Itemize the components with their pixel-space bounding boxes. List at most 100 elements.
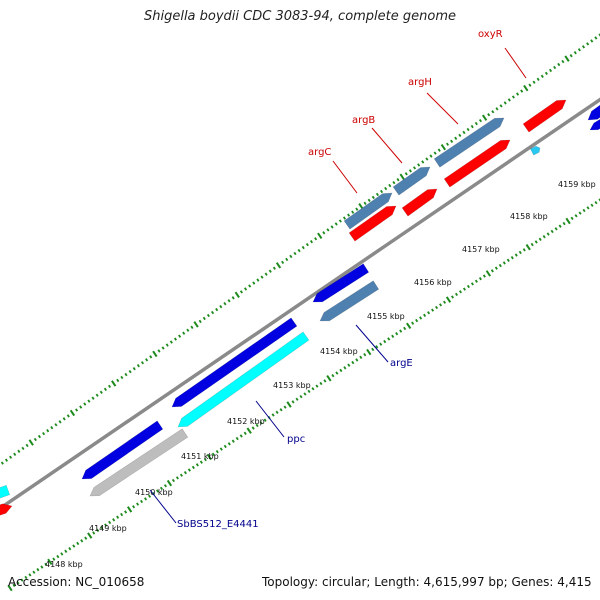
- tick-mark: [412, 166, 417, 170]
- tick-mark: [383, 339, 387, 344]
- tick-mark: [435, 305, 439, 310]
- tick-mark: [538, 237, 542, 241]
- feature-arrow-forward-cds: [443, 139, 511, 188]
- tick-mark: [215, 307, 219, 312]
- tick-mark: [183, 470, 187, 475]
- tick-mark: [152, 350, 158, 358]
- tick-mark: [44, 562, 48, 567]
- tick-mark: [182, 331, 186, 335]
- tick-mark: [525, 243, 531, 251]
- tick-mark: [334, 222, 338, 226]
- tick-mark: [406, 322, 412, 330]
- tick-mark: [140, 499, 144, 504]
- tick-mark: [91, 396, 95, 400]
- tick-mark: [193, 321, 199, 328]
- tick-mark: [99, 390, 103, 394]
- feature-arrow-forward-gene: [433, 117, 505, 168]
- gene-label-leader: [332, 160, 358, 194]
- gene-label-argh[interactable]: argH: [408, 77, 432, 88]
- tick-mark: [437, 148, 441, 152]
- gene-label-leader: [504, 47, 527, 79]
- tick-mark: [190, 325, 194, 329]
- tick-mark: [554, 227, 558, 231]
- tick-mark: [95, 393, 99, 397]
- gene-label-leader: [371, 127, 403, 164]
- scale-label: 4150 kbp: [135, 488, 173, 497]
- tick-mark: [421, 160, 425, 164]
- tick-mark: [231, 296, 235, 300]
- tick-mark: [169, 340, 173, 344]
- tick-mark: [199, 460, 203, 464]
- tick-mark: [297, 248, 301, 253]
- tick-mark: [126, 506, 133, 513]
- tick-mark: [211, 452, 215, 456]
- tick-mark: [454, 292, 459, 297]
- tick-mark: [363, 201, 367, 205]
- tick-mark: [371, 195, 375, 200]
- tick-mark: [215, 450, 219, 454]
- tick-mark: [291, 400, 295, 404]
- tick-mark: [244, 287, 248, 291]
- tick-mark: [309, 240, 314, 244]
- tick-mark: [116, 515, 120, 519]
- tick-mark: [347, 363, 351, 367]
- tick-mark: [112, 518, 116, 522]
- gene-label-argb[interactable]: argB: [352, 115, 375, 126]
- tick-mark: [478, 276, 482, 281]
- tick-mark: [191, 465, 195, 470]
- tick-mark: [252, 281, 256, 285]
- tick-mark: [553, 65, 557, 70]
- tick-mark: [132, 505, 136, 509]
- tick-mark: [223, 444, 227, 449]
- tick-mark: [375, 192, 379, 197]
- gene-label-argc[interactable]: argC: [308, 147, 331, 158]
- tick-mark: [440, 143, 446, 151]
- tick-mark: [511, 95, 515, 99]
- tick-mark: [536, 77, 540, 81]
- tick-mark: [211, 310, 215, 315]
- tick-mark: [520, 89, 524, 93]
- tick-mark: [195, 463, 199, 467]
- tick-mark: [281, 260, 285, 265]
- tick-mark: [104, 523, 108, 527]
- tick-mark: [478, 118, 483, 123]
- tick-mark: [132, 366, 136, 371]
- tick-mark: [342, 216, 346, 220]
- tick-mark: [161, 346, 165, 350]
- tick-mark: [165, 343, 169, 347]
- backbone-line: [0, 97, 600, 511]
- scale-label: 4151 kbp: [181, 452, 219, 461]
- scale-label: 4148 kbp: [45, 560, 83, 569]
- feature-arrow-forward-misc: [529, 145, 541, 156]
- tick-mark: [259, 421, 263, 425]
- tick-mark: [7, 584, 13, 592]
- tick-mark: [295, 397, 299, 401]
- tick-mark: [140, 361, 145, 365]
- tick-mark: [124, 372, 128, 377]
- tick-mark: [293, 251, 297, 256]
- tick-mark: [120, 375, 124, 380]
- tick-mark: [145, 358, 149, 362]
- tick-mark: [487, 113, 491, 117]
- tick-mark: [570, 216, 574, 221]
- gene-label-oxyr[interactable]: oxyR: [478, 29, 503, 40]
- tick-mark: [586, 206, 590, 210]
- tick-mark: [50, 426, 54, 430]
- tick-mark: [159, 486, 164, 491]
- tick-mark: [557, 62, 561, 67]
- feature-tracks: [0, 99, 600, 516]
- tick-mark: [173, 337, 178, 341]
- tick-mark: [564, 55, 570, 62]
- tick-mark: [68, 547, 72, 551]
- gene-label-arge[interactable]: argE: [390, 358, 413, 369]
- tick-mark: [275, 262, 282, 269]
- tick-mark: [36, 567, 40, 572]
- tick-mark: [498, 263, 502, 268]
- tick-mark: [429, 154, 433, 158]
- tick-mark: [28, 439, 34, 446]
- gene-label-sbbs512_e4441[interactable]: SbBS512_E4441: [177, 519, 259, 530]
- tick-mark: [319, 381, 323, 386]
- tick-mark: [166, 479, 173, 487]
- gene-label-ppc[interactable]: ppc: [287, 434, 305, 445]
